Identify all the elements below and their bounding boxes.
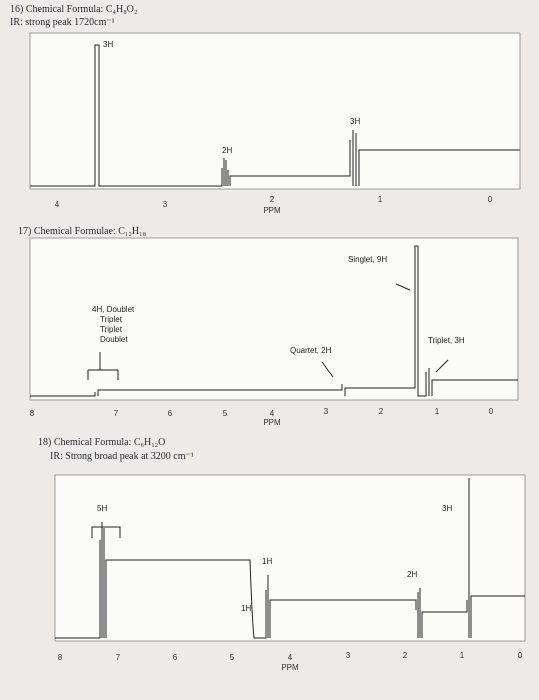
tick-label: 5 — [223, 409, 228, 418]
tick-label: 8 — [58, 653, 63, 662]
spectrum-box — [54, 474, 526, 642]
tick-label: 3 — [324, 407, 329, 416]
peak-label: 3H — [442, 504, 452, 513]
peak-label: 3H — [103, 40, 113, 49]
axis-label: PPM — [263, 206, 281, 215]
peak-label: 2H — [407, 570, 417, 579]
arrows — [87, 283, 449, 380]
ir-note: IR: strong peak 1720cm⁻¹ — [10, 17, 115, 28]
peak-label: 1H — [262, 557, 272, 566]
bracket — [91, 526, 121, 538]
problem-title: 17) Chemical Formulae: C₁₂H₁₈ — [18, 226, 147, 237]
tick-label: 6 — [168, 409, 173, 418]
tick-label: 8 — [30, 409, 35, 418]
peak-label: Triplet — [100, 315, 123, 324]
tick-label: 1 — [435, 407, 440, 416]
tick-label: 7 — [114, 409, 119, 418]
peak-label: 4H, Doublet — [92, 305, 135, 314]
tick-label: 3 — [346, 651, 351, 660]
tick-label: 4 — [55, 200, 60, 209]
tick-label: 1 — [378, 195, 383, 204]
peak-label: 5H — [97, 504, 107, 513]
spectrum — [30, 44, 520, 187]
peak-label: Quartet, 2H — [290, 346, 332, 355]
tick-label: 6 — [173, 653, 178, 662]
peak-label: 1H — [241, 604, 251, 613]
spectrum-box — [29, 237, 519, 401]
problem-title: 16) Chemical Formula: C₄H₈O₂ — [10, 4, 137, 15]
spectrum — [30, 245, 518, 397]
tick-label: 0 — [489, 407, 494, 416]
tick-label: 4 — [288, 653, 293, 662]
peak-label: Singlet, 9H — [348, 255, 387, 264]
peak-label: Doublet — [100, 335, 128, 344]
tick-label: 3 — [163, 200, 168, 209]
tick-label: 4 — [270, 409, 275, 418]
tick-label: 7 — [116, 653, 121, 662]
peak-label: Triplet, 3H — [428, 336, 465, 345]
spectrum — [55, 478, 525, 639]
ir-note: IR: Strong broad peak at 3200 cm⁻¹ — [50, 451, 194, 462]
peak-label: Triplet — [100, 325, 123, 334]
axis-label: PPM — [281, 663, 299, 672]
tick-label: 2 — [379, 407, 384, 416]
spectrum-box — [29, 32, 521, 190]
tick-label: 2 — [270, 195, 275, 204]
peak-label: 3H — [350, 117, 360, 126]
problem-title: 18) Chemical Formula: C₆H₁₂O — [38, 437, 165, 448]
tick-label: 0 — [518, 651, 523, 660]
tick-label: 0 — [488, 195, 493, 204]
tick-label: 2 — [403, 651, 408, 660]
axis-label: PPM — [263, 418, 281, 427]
tick-label: 1 — [460, 651, 465, 660]
tick-label: 5 — [230, 653, 235, 662]
peak-label: 2H — [222, 146, 232, 155]
